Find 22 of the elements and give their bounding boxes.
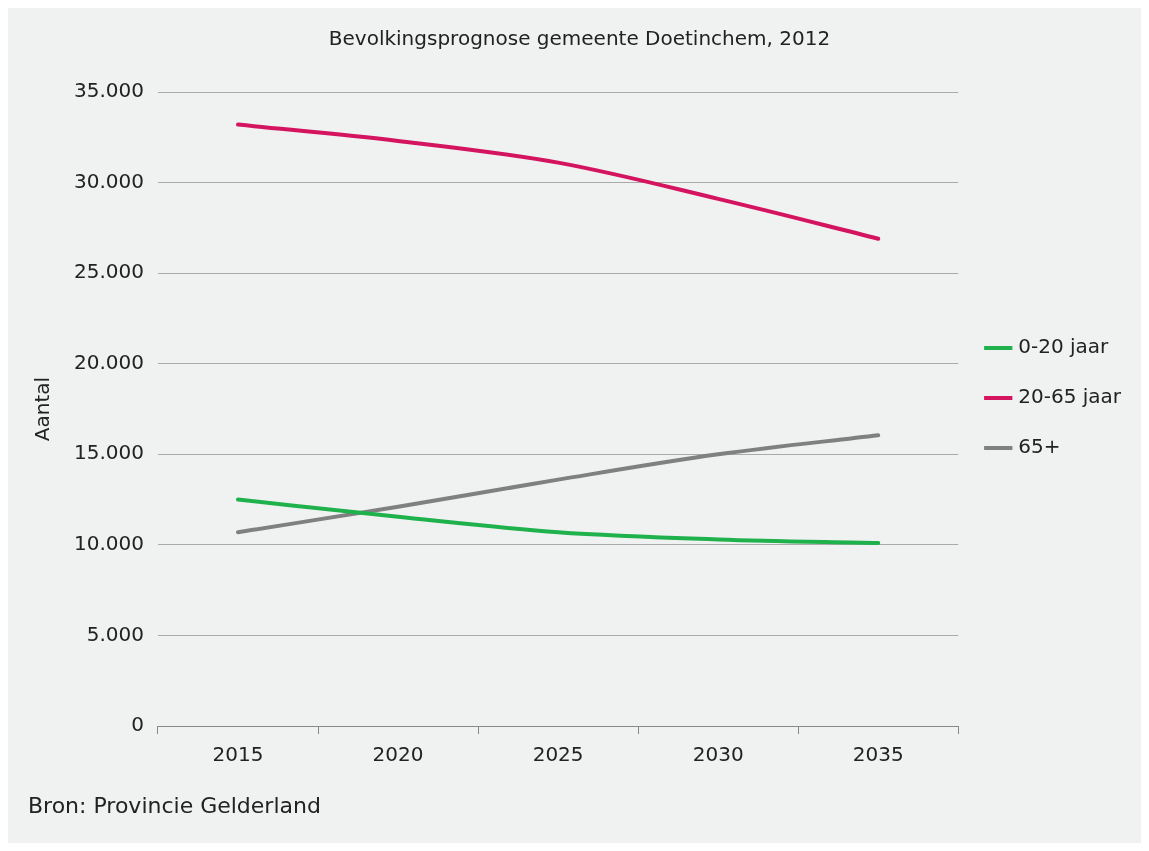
x-tick-label: 2030 bbox=[692, 742, 744, 767]
y-tick-label: 0 bbox=[131, 712, 144, 737]
y-tick-label: 25.000 bbox=[74, 259, 144, 284]
y-tick-label: 30.000 bbox=[74, 168, 144, 193]
y-tick-label: 35.000 bbox=[74, 78, 144, 103]
legend-label: 20-65 jaar bbox=[1018, 384, 1122, 409]
text: Bron: Provincie Gelderland bbox=[28, 793, 321, 818]
legend-label: 0-20 jaar bbox=[1018, 334, 1110, 359]
y-tick-label: 15.000 bbox=[74, 440, 144, 465]
y-axis-title: Aantal bbox=[30, 376, 55, 442]
legend-label: 65+ bbox=[1018, 434, 1061, 459]
y-tick-label: 5.000 bbox=[86, 621, 144, 646]
line-series bbox=[236, 433, 881, 535]
x-tick-label: 2020 bbox=[372, 742, 424, 767]
y-tick-label: 10.000 bbox=[74, 531, 144, 556]
y-tick-label: 20.000 bbox=[74, 349, 144, 374]
x-tick-label: 2025 bbox=[532, 742, 584, 767]
x-tick-label: 2035 bbox=[852, 742, 904, 767]
line-series bbox=[236, 497, 881, 546]
x-tick-label: 2015 bbox=[212, 742, 264, 767]
line-series bbox=[236, 122, 881, 241]
chart-title: Bevolkingsprognose gemeente Doetinchem, 2012 bbox=[328, 26, 831, 51]
